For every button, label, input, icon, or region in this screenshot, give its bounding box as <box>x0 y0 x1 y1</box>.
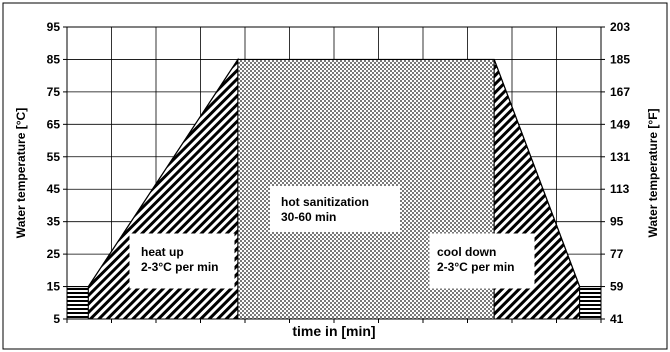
y-left-tick-label: 45 <box>47 182 61 196</box>
phase-name: hot sanitization <box>281 195 369 209</box>
y-left-tick-label: 5 <box>53 312 60 326</box>
phase-label-1: heat up2-3°C per min <box>129 233 235 289</box>
y-left-tick-label: 25 <box>47 247 61 261</box>
y-right-tick-label: 203 <box>610 20 630 34</box>
phase-label-box <box>129 233 235 289</box>
phase-name: cool down <box>437 245 496 259</box>
y-left-tick-label: 85 <box>47 52 61 66</box>
y-right-tick-label: 59 <box>610 280 624 294</box>
phase-rate: 2-3°C per min <box>141 260 218 274</box>
y-left-tick-label: 15 <box>47 280 61 294</box>
y-right-tick-label: 167 <box>610 85 630 99</box>
x-axis-title: time in [min] <box>292 323 375 339</box>
phase-rate: 30-60 min <box>281 210 336 224</box>
phase-label-box <box>429 233 535 289</box>
y-left-tick-label: 55 <box>47 150 61 164</box>
y-right-tick-label: 41 <box>610 312 624 326</box>
phase-name: heat up <box>141 245 184 259</box>
y-left-tick-label: 95 <box>47 20 61 34</box>
y-axis-left-title: Water temperature [°C] <box>14 108 28 238</box>
y-right-tick-label: 113 <box>610 182 630 196</box>
phase-label-box <box>270 186 400 232</box>
phase-rate: 2-3°C per min <box>437 260 514 274</box>
y-right-tick-label: 131 <box>610 150 630 164</box>
start-plateau-area <box>66 286 89 320</box>
temperature-profile-line <box>67 58 601 288</box>
y-left-tick-label: 65 <box>47 117 61 131</box>
y-right-tick-label: 185 <box>610 52 630 66</box>
y-axis-right-title: Water temperature [°F] <box>646 108 660 237</box>
y-left-tick-label: 75 <box>47 85 61 99</box>
axes: 5 15 25 35 45 55 65 75 85 95 41 59 77 95 113 131 149 167 1… <box>47 20 631 326</box>
y-right-tick-label: 95 <box>610 215 624 229</box>
y-right-tick-label: 149 <box>610 117 630 131</box>
end-plateau-area <box>579 286 602 320</box>
y-right-tick-label: 77 <box>610 247 624 261</box>
y-left-tick-label: 35 <box>47 215 61 229</box>
